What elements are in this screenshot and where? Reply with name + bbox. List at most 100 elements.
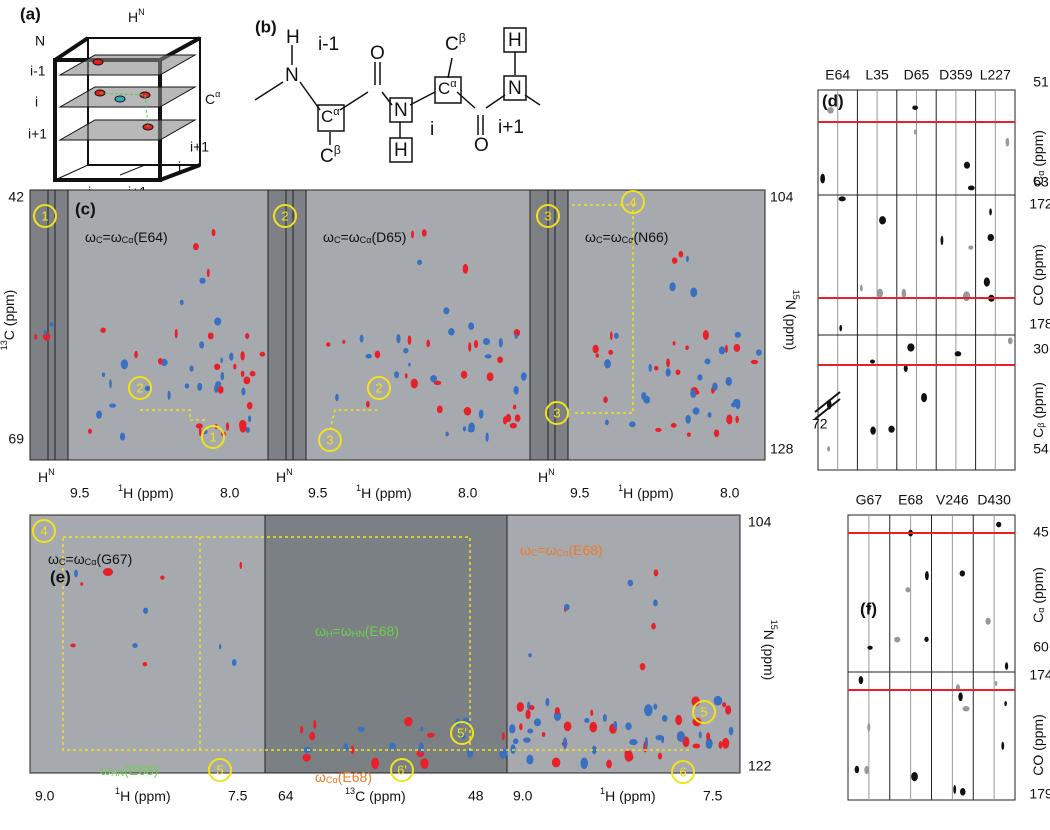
peak	[903, 364, 908, 372]
peak	[466, 748, 474, 758]
tick-label: 69	[8, 431, 24, 447]
text-part: C	[1030, 176, 1046, 186]
peak	[728, 726, 734, 736]
peak	[233, 363, 237, 370]
peak	[735, 415, 739, 424]
peak	[629, 739, 638, 746]
atom: H	[508, 30, 522, 51]
peak	[103, 568, 113, 576]
tick-label: 104	[748, 514, 772, 530]
marker-label: 5'	[457, 725, 467, 740]
column-label: V246	[936, 492, 969, 508]
text-part: H	[538, 469, 548, 485]
peak	[953, 784, 957, 794]
axis-label: 15N (ppm)	[761, 620, 778, 681]
text-part: H (ppm)	[605, 788, 656, 804]
connector	[329, 409, 379, 431]
text-part: 1	[618, 483, 623, 493]
tick-label: 122	[748, 758, 772, 774]
peak	[894, 636, 901, 643]
tick-label: 60	[1033, 639, 1049, 655]
text-part: =ω	[341, 229, 360, 245]
tick-label: 64	[278, 788, 294, 804]
peak	[426, 732, 435, 738]
axis-label: 1H (ppm)	[618, 483, 674, 500]
peak	[968, 245, 974, 250]
peak	[905, 587, 911, 593]
peak	[912, 105, 919, 110]
atom: O	[474, 135, 489, 156]
peak	[199, 341, 205, 349]
tick-label: 179	[1029, 786, 1050, 802]
peak	[677, 731, 685, 743]
peak	[602, 714, 607, 722]
text-part: CO (ppm)	[1030, 244, 1046, 305]
peak	[193, 243, 199, 251]
peak	[100, 327, 106, 333]
peak	[707, 412, 712, 418]
peak	[734, 331, 741, 338]
peak	[514, 414, 521, 422]
tick-label: 9.5	[308, 485, 328, 501]
tick-label: 42	[8, 189, 24, 205]
peak	[249, 370, 256, 377]
peak	[468, 342, 472, 352]
peak	[718, 346, 726, 355]
tick-label: 48	[468, 788, 484, 804]
peak	[215, 381, 222, 387]
tick-label: 174	[1029, 667, 1050, 683]
peak	[678, 250, 684, 258]
peak	[958, 692, 963, 702]
peak	[408, 362, 411, 367]
peak	[410, 378, 418, 389]
peak	[420, 758, 429, 769]
marker-label: 1	[209, 429, 216, 444]
panel-label: (b)	[255, 17, 277, 36]
panel-title: ωC=ωCα(E64)	[85, 229, 168, 245]
peak	[239, 561, 243, 570]
column-label: E64	[825, 67, 850, 83]
layer-label: i-1	[30, 63, 46, 79]
peak	[433, 380, 442, 386]
axis-break	[814, 398, 841, 420]
panel-title: ωC=ωCα(E68)	[520, 542, 603, 558]
text-part: CO (ppm)	[1030, 714, 1046, 775]
axis-label: CO (ppm)	[1030, 714, 1046, 775]
marker	[367, 376, 391, 400]
peak	[651, 622, 656, 630]
text-part: H	[128, 9, 138, 25]
peak	[867, 604, 871, 611]
text-part: (D65)	[371, 229, 406, 245]
peak	[229, 352, 234, 361]
peak	[231, 658, 237, 667]
peak	[604, 419, 609, 426]
marker	[536, 204, 560, 228]
peak	[184, 383, 190, 389]
peak	[820, 173, 826, 184]
text-part: ω	[100, 762, 111, 778]
peak	[954, 351, 962, 357]
atom: H	[286, 27, 300, 48]
marker-label: 2	[136, 380, 143, 395]
peak	[608, 349, 614, 355]
marker	[32, 519, 56, 543]
peak	[1001, 741, 1005, 750]
peak	[962, 706, 970, 712]
tick-label: 63	[1033, 174, 1049, 190]
text-part: C	[445, 34, 459, 55]
column-label: D430	[977, 492, 1011, 508]
peak	[214, 384, 219, 393]
text-part: (G67)	[96, 551, 132, 567]
atom: N	[508, 78, 522, 99]
note: ωCα(E68)	[315, 769, 372, 785]
peak	[690, 287, 698, 298]
peak	[653, 365, 659, 371]
peak	[1005, 137, 1010, 147]
atom: O	[370, 43, 385, 64]
peak	[564, 603, 570, 611]
peak	[643, 395, 651, 404]
text-part: C	[96, 235, 103, 245]
peak	[259, 351, 266, 357]
text-part: 1	[600, 786, 605, 796]
peak	[854, 765, 860, 774]
